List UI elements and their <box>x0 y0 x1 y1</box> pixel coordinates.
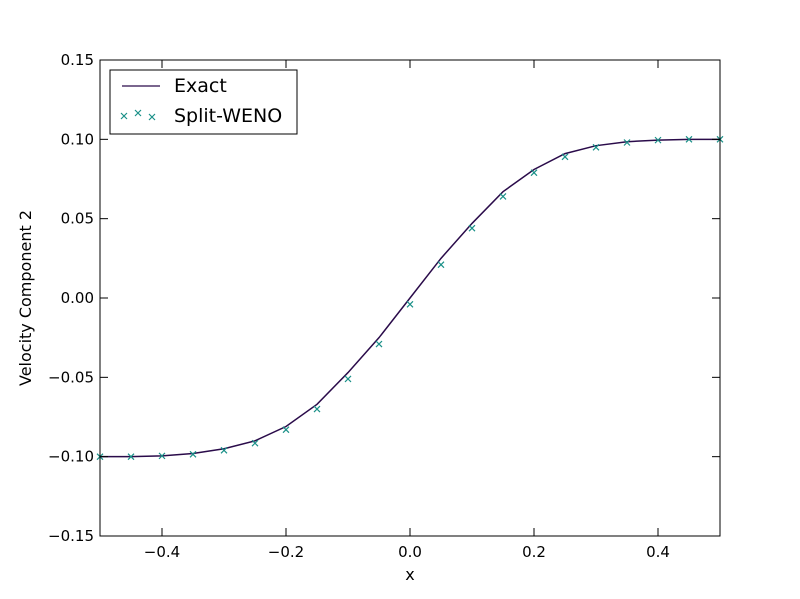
split-weno-marker <box>406 300 414 308</box>
y-tick-label: 0.15 <box>61 51 94 69</box>
split-weno-marker <box>220 446 228 454</box>
x-tick-label: −0.2 <box>268 543 304 561</box>
y-tick-label: 0.00 <box>61 289 94 307</box>
legend-marker <box>148 113 156 121</box>
split-weno-marker <box>499 193 507 200</box>
series-layer <box>96 135 724 461</box>
legend-marker <box>134 109 142 117</box>
split-weno-marker <box>561 153 569 161</box>
split-weno-marker <box>251 439 259 447</box>
y-axis-label: Velocity Component 2 <box>16 210 35 386</box>
split-weno-marker <box>592 143 600 151</box>
split-weno-marker <box>375 340 383 348</box>
split-weno-marker <box>437 261 445 269</box>
split-weno-marker <box>189 450 197 458</box>
legend-frame <box>109 69 298 135</box>
split-weno-marker <box>623 139 631 146</box>
y-tick-label: −0.15 <box>48 527 94 545</box>
split-weno-marker <box>344 375 352 383</box>
x-tick-label: 0.2 <box>522 543 546 561</box>
x-tick-label: 0.0 <box>398 543 422 561</box>
ticks-layer: −0.4 −0.2 0.0 0.2 0.4 −0.15 −0.10 −0.05 0.00 0.05… <box>48 51 720 561</box>
split-weno-marker <box>685 135 693 143</box>
split-weno-marker <box>468 224 476 232</box>
x-axis-label: x <box>405 565 414 584</box>
split-weno-marker <box>313 405 321 413</box>
split-weno-marker <box>530 169 538 177</box>
x-tick-label: −0.4 <box>144 543 180 561</box>
legend-split-weno-label: Split-WENO <box>174 105 282 127</box>
legend-exact-label: Exact <box>174 75 227 97</box>
legend-split-weno-swatch <box>120 109 156 121</box>
split-weno-marker <box>158 452 166 460</box>
legend: Exact Split-WENO <box>109 69 298 135</box>
y-tick-label: −0.05 <box>48 368 94 386</box>
series-line-exact <box>100 138 720 458</box>
y-tick-label: 0.05 <box>61 210 94 228</box>
legend-marker <box>120 112 128 120</box>
split-weno-marker <box>654 136 662 144</box>
split-weno-marker <box>282 426 290 434</box>
y-tick-label: −0.10 <box>48 448 94 466</box>
x-tick-label: 0.4 <box>646 543 670 561</box>
split-weno-marker <box>127 453 135 461</box>
y-tick-label: 0.10 <box>61 130 94 148</box>
